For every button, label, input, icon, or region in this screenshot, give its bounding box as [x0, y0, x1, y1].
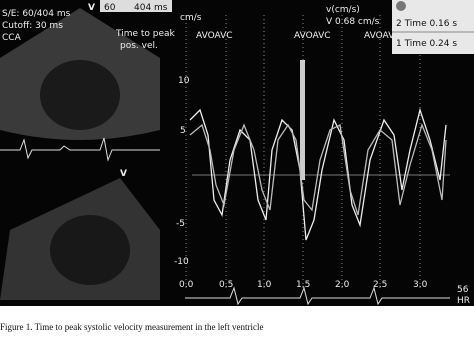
- echo-label: CCA: [2, 33, 22, 43]
- echo-cavity: [50, 215, 130, 285]
- hr-label: HR: [457, 296, 470, 306]
- y-tick-label: -10: [174, 257, 189, 267]
- event-label: AVOAVC: [364, 31, 401, 41]
- velocity-trace: [189, 107, 447, 241]
- x-tick-label: 2.5: [373, 280, 387, 290]
- ecg-trace: [0, 137, 160, 162]
- cursor: [300, 60, 305, 180]
- echo-label: S/E: 60/404 ms: [2, 9, 71, 19]
- time-row: 2 Time 0.16 s: [396, 19, 457, 29]
- echo-label: Cutoff: 30 ms: [2, 21, 63, 31]
- scale-bar: [100, 0, 172, 12]
- time-box: [392, 0, 474, 54]
- caption: Figure 1. Time to peak systolic velocity…: [0, 322, 263, 332]
- x-tick-label: 3.0: [413, 280, 428, 290]
- scale-label: V: [88, 3, 95, 13]
- x-tick-label: 0.5: [219, 280, 233, 290]
- velocity-trace: [189, 123, 447, 216]
- annotation: pos. vel.: [120, 41, 158, 51]
- event-label: AVOAVC: [294, 31, 331, 41]
- echo-cavity: [40, 60, 120, 130]
- scale-label: 404 ms: [134, 3, 168, 13]
- x-tick-label: 2.0: [335, 280, 350, 290]
- y-tick-label: 10: [178, 76, 190, 86]
- y-tick-label: -5: [176, 219, 185, 229]
- icon: [396, 1, 406, 11]
- y-tick-label: 5: [180, 126, 186, 136]
- time-row: 1 Time 0.24 s: [396, 39, 457, 49]
- x-tick-label: 0.0: [179, 280, 194, 290]
- x-tick-label: 1.0: [257, 280, 272, 290]
- event-label: AVOAVC: [196, 31, 233, 41]
- unit-label: v(cm/s): [326, 5, 360, 15]
- readout: V 0.68 cm/s: [326, 17, 380, 27]
- x-tick-label: 1.5: [296, 280, 310, 290]
- unit-label: cm/s: [180, 13, 202, 23]
- annotation: Time to peak: [115, 29, 176, 39]
- ecg-trace: [185, 286, 450, 306]
- hr-label: 56: [457, 285, 469, 295]
- apex-label: V: [120, 169, 127, 179]
- scale-label: 60: [104, 3, 116, 13]
